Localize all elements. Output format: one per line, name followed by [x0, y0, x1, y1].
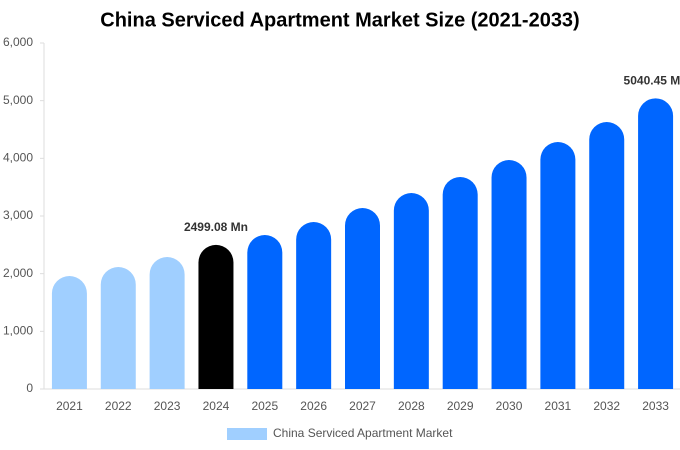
- x-tick-label: 2024: [203, 399, 230, 413]
- x-tick-label: 2029: [447, 399, 474, 413]
- y-tick-label: 5,000: [3, 93, 33, 107]
- chart-title: China Serviced Apartment Market Size (20…: [100, 9, 579, 31]
- legend-swatch: [227, 428, 267, 440]
- x-tick-label: 2032: [593, 399, 620, 413]
- bar: [345, 207, 380, 389]
- x-tick-label: 2025: [251, 399, 278, 413]
- x-tick-label: 2027: [349, 399, 376, 413]
- y-tick-label: 0: [26, 381, 33, 395]
- x-tick-label: 2028: [398, 399, 425, 413]
- x-tick-label: 2030: [496, 399, 523, 413]
- y-tick-label: 3,000: [3, 208, 33, 222]
- legend-label: China Serviced Apartment Market: [273, 426, 453, 440]
- bar: [393, 192, 429, 389]
- x-tick-label: 2021: [56, 399, 83, 413]
- y-tick-label: 1,000: [3, 324, 33, 338]
- y-tick-label: 2,000: [3, 266, 33, 280]
- bar: [198, 244, 234, 389]
- x-tick-label: 2026: [300, 399, 327, 413]
- data-label: 5040.45 Mn: [624, 74, 680, 88]
- y-tick-label: 4,000: [3, 151, 33, 165]
- y-tick-label: 6,000: [3, 35, 33, 49]
- x-tick-label: 2023: [154, 399, 181, 413]
- x-tick-label: 2031: [545, 399, 572, 413]
- x-tick-label: 2033: [642, 399, 669, 413]
- data-label: 2499.08 Mn: [184, 220, 248, 234]
- bar: [540, 142, 576, 389]
- x-tick-label: 2022: [105, 399, 132, 413]
- bar: [100, 266, 136, 389]
- bar: [638, 98, 674, 390]
- bar: [296, 221, 332, 389]
- bar: [442, 177, 478, 389]
- bar: [149, 257, 185, 389]
- bar: [51, 275, 87, 389]
- bar: [589, 122, 625, 389]
- bar: [491, 160, 527, 389]
- bar: [247, 235, 283, 389]
